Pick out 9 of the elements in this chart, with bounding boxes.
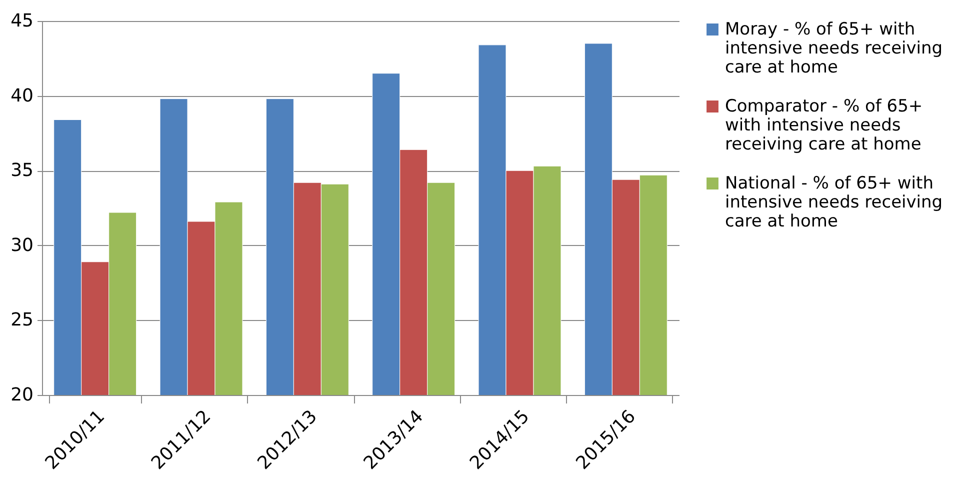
legend-label: National - % of 65+ with intensive needs receiving care at home xyxy=(725,174,943,232)
y-tick-label: 35 xyxy=(10,160,34,182)
y-tick-label: 45 xyxy=(10,10,34,32)
y-tick-label: 20 xyxy=(10,384,34,406)
y-tick-label: 30 xyxy=(10,234,34,256)
y-tick-label: 40 xyxy=(10,85,34,106)
legend-label: Moray - % of 65+ with intensive needs receiving care at home xyxy=(725,20,943,78)
y-tick-label: 25 xyxy=(10,310,34,331)
legend-label: Comparator - % of 65+ with intensive needs receiving care at home xyxy=(725,96,923,154)
